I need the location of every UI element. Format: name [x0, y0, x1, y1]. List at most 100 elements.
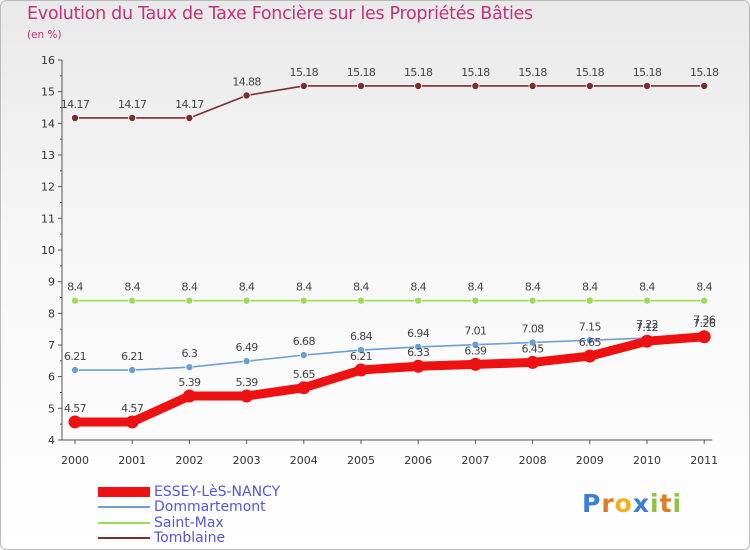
data-point: [356, 296, 365, 305]
y-tick-label: 14: [41, 117, 55, 130]
y-tick-label: 15: [41, 86, 55, 99]
data-point: [242, 357, 251, 366]
logo-letter: i: [672, 489, 683, 518]
data-label: 7.36: [693, 314, 716, 327]
legend-label: Dommartemont: [154, 499, 266, 516]
legend-swatch-saint-max: [98, 521, 150, 524]
data-point: [125, 415, 139, 429]
data-label: 4.57: [121, 402, 144, 415]
legend-swatch-dommartemont: [98, 506, 150, 509]
data-label: 6.21: [350, 350, 372, 363]
data-point: [71, 366, 80, 375]
x-tick-label: 2004: [290, 454, 318, 467]
data-point: [583, 349, 597, 363]
series-lines: [70, 85, 709, 427]
y-tick-label: 7: [48, 339, 55, 352]
unit-label: (en %): [27, 29, 62, 41]
data-label: 15.18: [347, 66, 376, 79]
data-label: 7.15: [579, 320, 602, 333]
legend-swatch-tomblaine: [98, 537, 150, 540]
legend-item: Saint-Max: [98, 515, 280, 531]
data-point: [471, 81, 480, 90]
data-label: 7.22: [636, 318, 658, 331]
data-label: 6.39: [464, 344, 487, 357]
y-tick-label: 13: [41, 149, 55, 162]
data-label: 6.33: [407, 346, 430, 359]
data-label: 6.68: [293, 335, 316, 348]
data-label: 8.4: [410, 281, 426, 294]
data-point: [242, 91, 251, 100]
x-tick-label: 2005: [347, 454, 375, 467]
data-label: 6.45: [522, 342, 545, 355]
data-point: [585, 296, 594, 305]
x-tick-label: 2009: [576, 454, 604, 467]
data-point: [128, 113, 137, 122]
data-label: 15.18: [690, 66, 719, 79]
y-tick-label: 16: [41, 54, 55, 67]
data-label: 8.4: [182, 281, 198, 294]
data-point: [185, 363, 194, 372]
data-point: [643, 296, 652, 305]
data-point: [528, 81, 537, 90]
x-tick-label: 2000: [61, 454, 89, 467]
data-point: [182, 389, 196, 403]
logo-letter: x: [632, 489, 650, 518]
data-label: 8.4: [239, 281, 255, 294]
data-point: [414, 81, 423, 90]
data-label: 15.18: [633, 66, 662, 79]
data-point: [185, 296, 194, 305]
x-tick-label: 2008: [519, 454, 547, 467]
data-label: 7.01: [464, 325, 486, 338]
x-tick-label: 2010: [633, 454, 661, 467]
data-label: 8.4: [67, 281, 83, 294]
proxiti-logo: Proxiti: [582, 489, 682, 518]
series-line-1: [74, 332, 706, 371]
data-point: [414, 342, 423, 351]
logo-letter: P: [582, 489, 602, 518]
x-tick-label: 2002: [175, 454, 203, 467]
data-point: [471, 296, 480, 305]
data-label: 8.4: [639, 281, 655, 294]
legend: ESSEY-LèS-NANCY Dommartemont Saint-Max T…: [98, 484, 280, 546]
data-label: 8.4: [582, 281, 598, 294]
data-point: [414, 296, 423, 305]
data-label: 14.88: [232, 75, 261, 88]
data-point: [585, 336, 594, 345]
data-point: [526, 355, 540, 369]
data-point: [185, 113, 194, 122]
data-point: [528, 338, 537, 347]
y-tick-label: 10: [41, 244, 55, 257]
data-point: [700, 296, 709, 305]
data-label: 7.12: [636, 321, 658, 334]
x-tick-label: 2011: [690, 454, 718, 467]
data-point: [299, 351, 308, 360]
legend-item: ESSEY-LèS-NANCY: [98, 484, 280, 500]
logo-letter: r: [601, 489, 615, 518]
data-label: 8.4: [468, 281, 484, 294]
legend-item: Tomblaine: [98, 530, 280, 547]
data-label: 15.18: [404, 66, 433, 79]
data-label: 5.39: [178, 376, 201, 389]
data-label: 5.65: [293, 368, 316, 381]
data-point: [640, 334, 654, 348]
logo-letter: t: [659, 489, 673, 518]
data-point: [71, 113, 80, 122]
x-tick-label: 2006: [404, 454, 432, 467]
data-label: 6.65: [579, 336, 602, 349]
x-tick-label: 2007: [461, 454, 489, 467]
data-point: [299, 81, 308, 90]
y-tick-label: 8: [48, 307, 55, 320]
y-tick-label: 5: [48, 402, 55, 415]
data-point: [356, 346, 365, 355]
axes: 4 5 6 7 8 9 10 11 12 13 14 15 16 2000 2001 2002 2003 2004…: [41, 54, 718, 467]
data-label: 6.21: [64, 350, 86, 363]
data-label: 8.4: [696, 281, 712, 294]
data-point: [128, 366, 137, 375]
series-line-0: [70, 332, 709, 427]
series-labels: 8.4 8.4 8.4 8.4 8.4 8.4 8.4 8.4 8.4 8.4 8.4 8.4 14.1…: [61, 66, 720, 415]
legend-label: Tomblaine: [154, 530, 226, 547]
data-point: [71, 296, 80, 305]
data-label: 14.17: [175, 98, 204, 111]
